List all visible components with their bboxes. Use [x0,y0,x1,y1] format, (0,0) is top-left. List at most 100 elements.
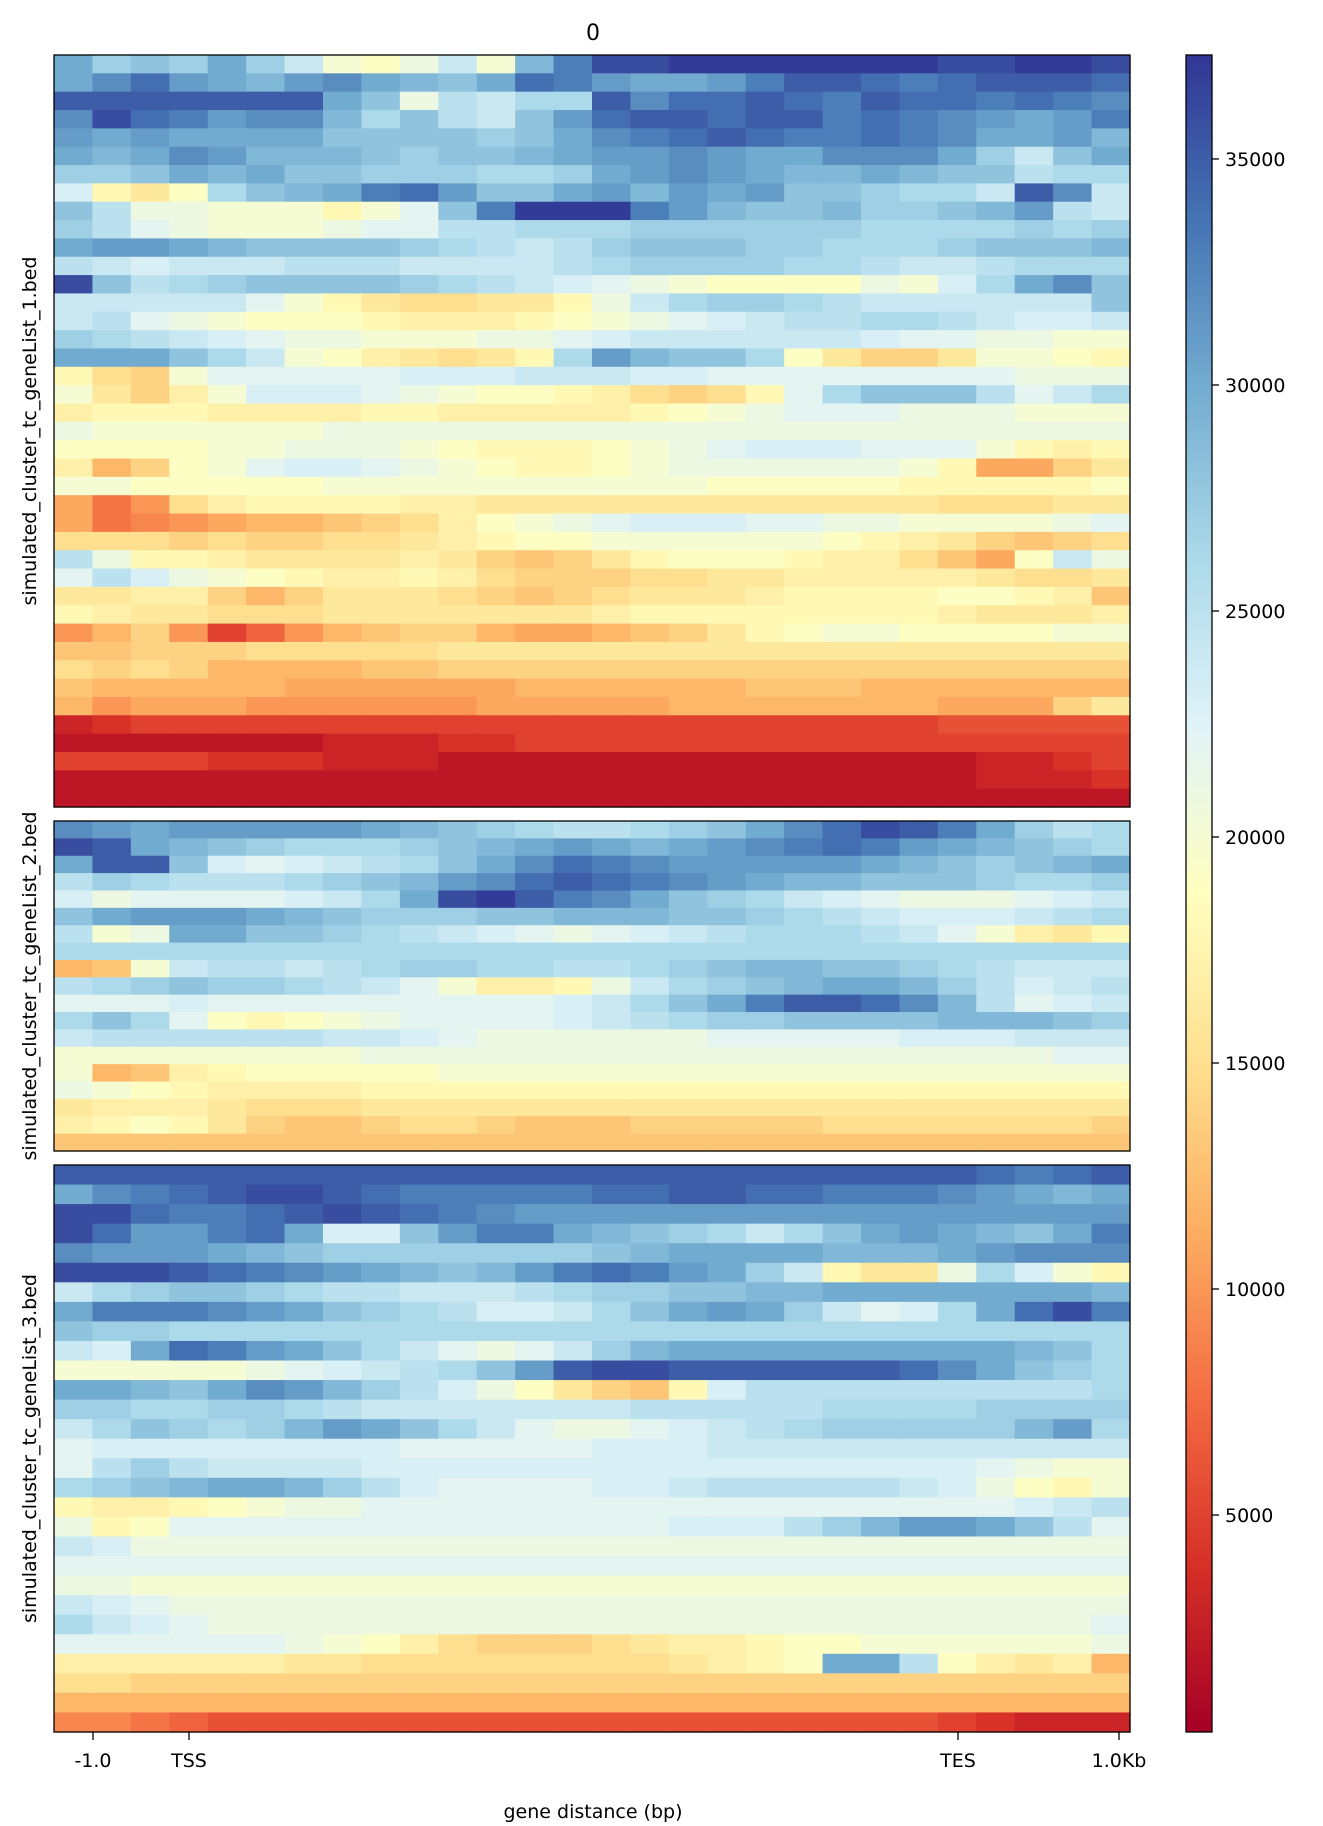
heatmap-cell [592,1360,632,1381]
heatmap-cell [515,641,555,661]
heatmap-cell [822,1712,862,1733]
heatmap-cell [668,495,708,515]
heatmap-cell [246,1438,286,1459]
heatmap-cell [323,994,363,1013]
heatmap-cell [1091,440,1131,460]
heatmap-cell [822,942,862,961]
heatmap-cell [399,568,439,588]
heatmap-cell [899,1081,939,1100]
heatmap-cell [207,73,247,93]
heatmap-cell [361,1575,401,1596]
heatmap-cell [399,366,439,386]
heatmap-cell [515,1029,555,1048]
heatmap-cell [1053,1282,1093,1303]
heatmap-cell [361,256,401,276]
heatmap-cell [976,1360,1016,1381]
heatmap-cell [976,1692,1016,1714]
heatmap-cell [668,1262,708,1283]
heatmap-cell [1014,678,1054,698]
heatmap-cell [668,1321,708,1342]
heatmap-cell [1014,476,1054,496]
heatmap-cell [476,458,516,478]
heatmap-cell [784,821,824,839]
heatmap-cell [668,994,708,1013]
heatmap-cell [592,1516,632,1538]
heatmap-cell [246,821,286,839]
heatmap-cell [745,925,785,944]
heatmap-cell [707,1282,747,1303]
heatmap-cell [553,183,593,203]
heatmap-cell [899,1098,939,1117]
heatmap-cell [592,165,632,184]
heatmap-cell [592,1081,632,1100]
heatmap-cell [592,1458,632,1479]
heatmap-cell [399,1692,439,1714]
heatmap-cell [861,1064,901,1083]
heatmap-cell [92,733,132,753]
heatmap-cell [937,890,977,909]
heatmap-cell [630,1634,670,1655]
heatmap-cell [630,770,670,790]
heatmap-cell [515,733,555,753]
heatmap-cell [784,1516,824,1538]
heatmap-cell [784,1301,824,1323]
heatmap-cell [54,256,94,276]
heatmap-cell [399,110,439,129]
heatmap-cell [361,838,401,857]
heatmap-cell [976,91,1016,111]
heatmap-cell [707,977,747,996]
heatmap-cell [1014,568,1054,588]
heatmap-cell [399,873,439,892]
heatmap-cell [668,770,708,790]
heatmap-cell [284,275,324,295]
heatmap-cell [207,458,247,478]
heatmap-cell [592,1282,632,1303]
heatmap-cell [630,311,670,331]
heatmap-cell [246,641,286,661]
heatmap-cell [54,1575,94,1596]
heatmap-cell [515,586,555,606]
heatmap-cell [707,458,747,478]
heatmap-cell [1014,751,1054,771]
heatmap-cell [707,183,747,203]
heatmap-cell [476,1321,516,1342]
heatmap-cell [399,1223,439,1244]
heatmap-cell [937,183,977,203]
heatmap-cell [630,1575,670,1596]
heatmap-cell [553,873,593,892]
heatmap-cell [169,1536,209,1557]
heatmap-cell [515,293,555,313]
heatmap-cell [399,183,439,203]
heatmap-cell [1053,1692,1093,1714]
heatmap-cell [976,1184,1016,1205]
heatmap-cell [784,568,824,588]
heatmap-cell [553,275,593,295]
heatmap-cell [246,183,286,203]
heatmap-cell [899,476,939,496]
heatmap-cell [284,256,324,276]
heatmap-cell [438,330,478,350]
heatmap-cell [784,1497,824,1518]
heatmap-cell [515,770,555,790]
heatmap-cell [284,994,324,1013]
heatmap-cell [745,311,785,331]
chart-title: 0 [586,21,600,46]
heatmap-cell [438,1133,478,1152]
heatmap-cell [784,73,824,93]
heatmap-cell [745,1282,785,1303]
heatmap-cell [784,1282,824,1303]
heatmap-cell [476,348,516,368]
heatmap-cell [130,165,170,184]
heatmap-cell [246,421,286,441]
heatmap-cell [861,458,901,478]
heatmap-cell [1014,128,1054,148]
heatmap-cell [169,715,209,735]
heatmap-cell [323,201,363,221]
heatmap-cell [1053,907,1093,926]
heatmap-cell [399,385,439,405]
heatmap-cell [1091,1380,1131,1401]
heatmap-cell [284,733,324,753]
heatmap-cell [1014,495,1054,515]
heatmap-cell [784,146,824,166]
heatmap-cell [54,1046,94,1065]
